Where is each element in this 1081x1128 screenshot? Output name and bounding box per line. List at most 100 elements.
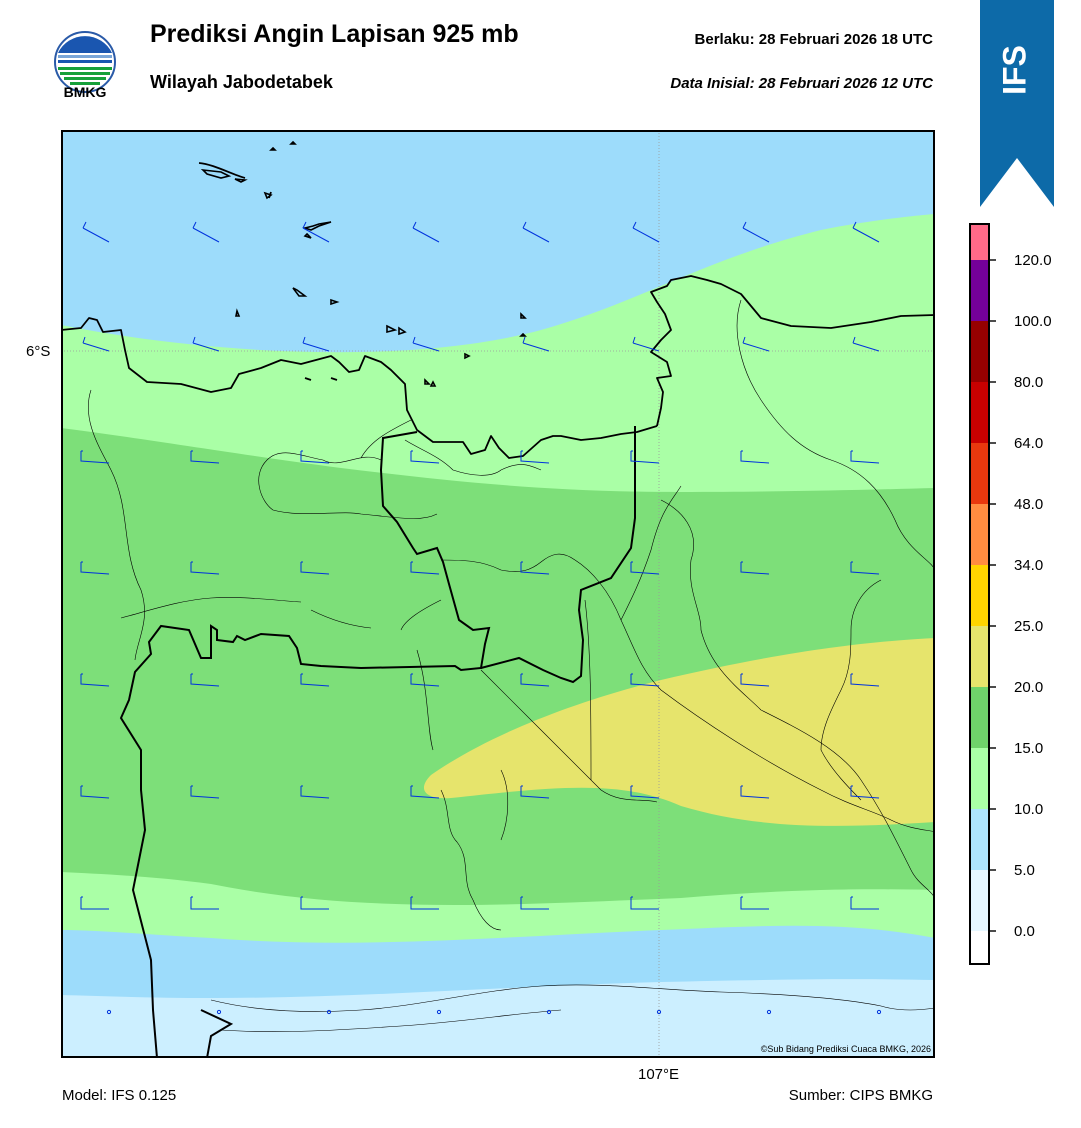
wind-barb [412,221,440,243]
wind-barb [410,896,439,910]
colorbar-cell [970,687,989,748]
colorbar-tick-label: 25.0 [1014,618,1043,635]
wind-barb [82,221,110,243]
wind-barb-calm [546,1009,552,1015]
wind-barb [850,450,880,464]
colorbar-cell [970,626,989,687]
wind-barb-calm [216,1009,222,1015]
wind-barb [82,336,110,352]
colorbar-tick-label: 5.0 [1014,862,1035,879]
lon-label: 107°E [638,1066,680,1083]
source-label: Sumber: CIPS BMKG [788,1087,933,1104]
wind-barb [520,785,550,799]
wind-barb [850,896,879,910]
wind-barb [190,785,220,799]
wind-barb [410,561,440,575]
wind-barb [850,561,880,575]
wind-map [61,130,935,1058]
copyright: ©Sub Bidang Prediksi Cuaca BMKG, 2026 [760,1044,931,1054]
wind-barb [300,785,330,799]
band-20-25 [423,638,935,826]
colorbar-ticks: 0.0 5.0 10.0 15.0 20.0 25.0 34.0 48.0 64.0 80.0 10… [989,252,1052,940]
colorbar-cell [970,870,989,931]
wind-barb [522,336,550,352]
wind-barb [520,561,550,575]
wind-barb [192,336,220,352]
colorbar-cell [970,809,989,870]
district-boundaries [87,299,935,1032]
wind-barb [410,450,440,464]
wind-barb [632,221,660,243]
colorbar-cells [970,224,989,964]
colorbar: 0.0 5.0 10.0 15.0 20.0 25.0 34.0 48.0 64.0 80.0 10… [969,223,1052,965]
wind-barb [630,896,659,910]
wind-barb [190,896,219,910]
colorbar-cell [970,382,989,443]
wind-barb [630,450,660,464]
wind-barb [740,561,770,575]
wind-barb [302,336,330,352]
colorbar-tick-label: 15.0 [1014,740,1043,757]
wind-barb [300,450,330,464]
wind-barb [302,221,330,243]
wind-barb [80,450,110,464]
map-title: Prediksi Angin Lapisan 925 mb [150,20,519,48]
wind-barb [412,336,440,352]
wind-barb [80,561,110,575]
wind-barb [852,221,880,243]
colorbar-cell [970,565,989,626]
wind-barb [522,221,550,243]
wind-barb [852,336,880,352]
wind-barb-calm [766,1009,772,1015]
wind-barb [850,785,880,799]
init-time: Data Inisial: 28 Februari 2026 12 UTC [670,75,933,92]
wind-barb [80,896,109,910]
wind-barb [520,896,549,910]
colorbar-tick-label: 34.0 [1014,557,1043,574]
wind-barb [190,450,220,464]
colorbar-cell [970,748,989,809]
bmkg-logo [54,31,116,93]
model-ribbon: IFS [980,0,1054,207]
colorbar-cell [970,443,989,504]
map-frame [61,130,935,1058]
wind-barb-calm [436,1009,442,1015]
wind-barb [80,673,110,687]
wind-barb [850,673,880,687]
wind-barb [300,896,329,910]
wind-barb [190,561,220,575]
logo-text: BMKG [63,84,107,100]
model-label: Model: IFS 0.125 [62,1087,177,1104]
region-subtitle: Wilayah Jabodetabek [150,72,333,92]
colorbar-cell [970,260,989,321]
wind-barb-calm [326,1009,332,1015]
wind-barb [740,896,769,910]
wind-barb [80,785,110,799]
colorbar-cell [970,224,989,260]
wind-barb [630,785,660,799]
colorbar-cell [970,931,989,964]
colorbar-tick-label: 64.0 [1014,435,1043,452]
colorbar-tick-label: 0.0 [1014,923,1035,940]
colorbar-tick-label: 10.0 [1014,801,1043,818]
colorbar-tick-label: 20.0 [1014,679,1043,696]
wind-barb [520,450,550,464]
wind-barb [192,221,220,243]
wind-barb [630,673,660,687]
colorbar-frame [969,223,990,965]
wind-barb-calm [656,1009,662,1015]
wind-barb [742,336,770,352]
lat-label: 6°S [26,343,51,360]
colorbar-cell [970,504,989,565]
wind-barb [410,785,440,799]
wind-barb [632,336,660,352]
wind-barb-calm [876,1009,882,1015]
valid-time: Berlaku: 28 Februari 2026 18 UTC [694,31,933,48]
colorbar-cell [970,321,989,382]
wind-barb [520,673,550,687]
colorbar-tick-label: 48.0 [1014,496,1043,513]
wind-barb [190,673,220,687]
colorbar-tick-label: 80.0 [1014,374,1043,391]
islands [200,140,527,387]
wind-barb [740,450,770,464]
